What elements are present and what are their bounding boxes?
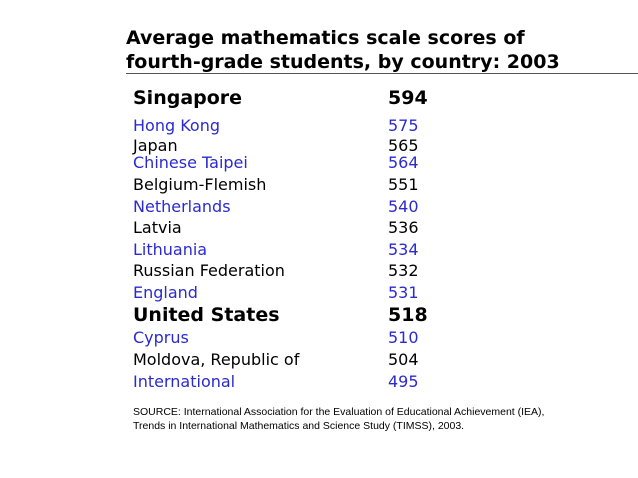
score-row-united-states: United States 518 [133,304,433,326]
country-score: 495 [388,372,419,391]
country-score: 536 [388,218,419,237]
country-score: 504 [388,350,419,369]
country-name: Chinese Taipei [133,153,248,172]
country-name: England [133,283,198,302]
country-name: International [133,372,236,391]
country-name: Cyprus [133,328,189,347]
country-name: Netherlands [133,197,231,216]
score-row-hong-kong: Hong Kong 575 [133,116,433,138]
country-score: 564 [388,153,419,172]
title-line-2: fourth-grade students, by country: 2003 [126,51,560,73]
country-score: 540 [388,197,419,216]
country-score: 518 [388,304,428,326]
score-row-cyprus: Cyprus 510 [133,328,433,350]
source-note: SOURCE: International Association for th… [133,405,603,433]
score-row-chinese-taipei: Chinese Taipei 564 [133,153,433,175]
country-name: Moldova, Republic of [133,350,300,369]
country-score: 532 [388,261,419,280]
score-row-latvia: Latvia 536 [133,218,433,240]
score-row-international: International 495 [133,372,433,394]
country-score: 534 [388,240,419,259]
score-row-moldova: Moldova, Republic of 504 [133,350,433,372]
score-row-singapore: Singapore 594 [133,87,433,109]
country-name: Russian Federation [133,261,285,280]
country-name: Lithuania [133,240,208,259]
title-line-1: Average mathematics scale scores of [126,27,525,49]
source-line-1: SOURCE: International Association for th… [133,406,545,418]
country-score: 531 [388,283,419,302]
country-name: United States [133,304,280,326]
source-line-2: Trends in International Mathematics and … [133,420,465,432]
country-score: 510 [388,328,419,347]
score-row-netherlands: Netherlands 540 [133,197,433,219]
country-score: 575 [388,116,419,135]
score-row-lithuania: Lithuania 534 [133,240,433,262]
title-divider [126,73,638,74]
score-row-england: England 531 [133,283,433,305]
country-score: 594 [388,87,428,109]
score-row-russian-federation: Russian Federation 532 [133,261,433,283]
country-name: Latvia [133,218,182,237]
country-score: 565 [388,136,419,155]
country-score: 551 [388,175,419,194]
country-name: Japan [133,136,178,155]
score-row-belgium-flemish: Belgium-Flemish 551 [133,175,433,197]
score-row-japan: Japan 565 [133,136,433,158]
country-name: Hong Kong [133,116,220,135]
country-name: Belgium-Flemish [133,175,267,194]
country-name: Singapore [133,87,243,109]
page-title: Average mathematics scale scores of four… [126,26,626,74]
